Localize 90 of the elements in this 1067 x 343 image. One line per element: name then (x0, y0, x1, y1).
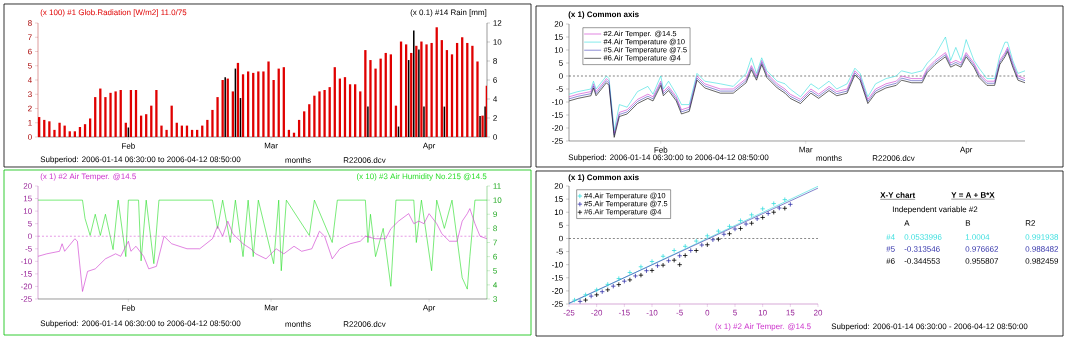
point (660, 262, 666, 268)
point (754, 216, 760, 222)
bar (68, 131, 71, 137)
bar (471, 45, 474, 137)
point (638, 272, 644, 278)
point (671, 257, 677, 263)
bar (88, 118, 92, 137)
bar (369, 60, 372, 137)
point (621, 278, 627, 284)
point (682, 243, 688, 249)
point (710, 237, 716, 243)
point (571, 297, 578, 303)
point (605, 287, 611, 293)
bar (262, 71, 265, 137)
point (660, 253, 666, 259)
point (776, 205, 782, 211)
bar (58, 122, 61, 137)
bar (313, 95, 316, 137)
bar (114, 91, 117, 137)
point (583, 297, 589, 303)
bar (109, 92, 112, 137)
bar (318, 91, 321, 137)
point (677, 253, 683, 259)
point (787, 201, 793, 207)
bar (425, 44, 428, 137)
point (610, 283, 616, 289)
point (732, 226, 738, 232)
point (726, 231, 733, 237)
point (693, 247, 699, 254)
point (715, 236, 721, 242)
point (627, 269, 633, 276)
bar (364, 50, 367, 137)
point (588, 293, 594, 299)
point (693, 238, 699, 244)
point (721, 231, 727, 237)
bar (165, 129, 168, 137)
point (704, 233, 710, 239)
bar (104, 97, 107, 137)
point (605, 281, 611, 287)
point (715, 228, 721, 234)
bar (83, 124, 87, 137)
bar (216, 97, 219, 137)
point (782, 197, 788, 203)
bar (323, 89, 326, 137)
point (616, 282, 622, 288)
point (577, 298, 583, 304)
point (688, 247, 694, 254)
point (649, 267, 655, 274)
bar (206, 119, 209, 137)
point (749, 212, 755, 218)
point (726, 223, 733, 229)
point (737, 225, 744, 232)
point (627, 277, 633, 283)
bar (211, 109, 214, 137)
point (638, 264, 644, 270)
bar (73, 131, 76, 137)
point (699, 242, 705, 248)
point (671, 247, 677, 254)
bar (48, 121, 51, 137)
point (704, 242, 710, 248)
point (682, 252, 688, 259)
bar (272, 80, 275, 137)
point (616, 275, 622, 282)
bar (430, 42, 433, 137)
point (649, 258, 655, 265)
point (737, 218, 744, 224)
point (583, 292, 589, 298)
point (599, 289, 605, 295)
bar (374, 68, 377, 137)
bar (420, 41, 423, 137)
point (632, 273, 638, 279)
bar (267, 61, 270, 137)
point (771, 209, 777, 215)
point (666, 258, 672, 264)
point (765, 210, 771, 217)
point (760, 214, 766, 221)
point (749, 220, 755, 226)
point (594, 287, 600, 293)
point (654, 263, 661, 269)
point (771, 200, 777, 207)
bar (155, 89, 158, 137)
point (643, 268, 650, 274)
bar (53, 129, 56, 137)
point (594, 292, 600, 298)
point (743, 221, 749, 227)
point (760, 206, 766, 212)
bar (476, 61, 479, 137)
bar (160, 125, 163, 137)
point (782, 205, 788, 211)
point (677, 262, 683, 268)
